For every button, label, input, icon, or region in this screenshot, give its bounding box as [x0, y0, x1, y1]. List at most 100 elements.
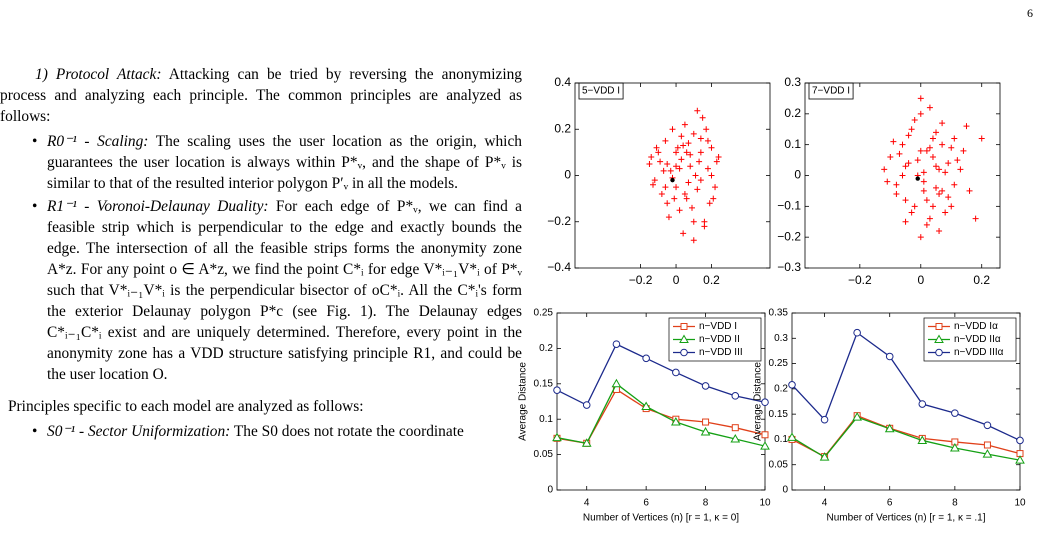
point [893, 191, 900, 197]
x-tick-label: 6 [643, 498, 649, 509]
paragraph: R0⁻¹ - Scaling: The scaling uses the use… [0, 131, 522, 194]
x-tick-label: 8 [952, 498, 958, 509]
point [914, 157, 921, 164]
point [926, 215, 933, 222]
x-tick-label: 10 [1014, 498, 1026, 509]
point [978, 135, 985, 142]
marker [852, 412, 863, 421]
point [960, 147, 967, 154]
marker [582, 401, 591, 409]
point [704, 165, 711, 172]
legend-label: n−VDD III [699, 347, 743, 358]
x-tick-label: 0.2 [973, 273, 990, 287]
point [681, 191, 688, 197]
point [905, 160, 912, 167]
marker [918, 400, 927, 408]
y-tick-label: 0.25 [769, 358, 789, 369]
point [680, 142, 687, 149]
y-tick-label: 0.2 [539, 343, 553, 354]
point [933, 184, 940, 191]
y-tick-label: 0.05 [534, 449, 554, 460]
point [890, 138, 897, 145]
y-tick-label: −0.1 [777, 199, 801, 213]
x-axis-label: Number of Vertices (n) [r = 1, κ = .1] [827, 513, 986, 524]
marker [581, 438, 592, 447]
point [651, 177, 658, 184]
point [673, 184, 680, 191]
y-tick-label: 0.2 [554, 121, 571, 135]
point [945, 160, 952, 167]
legend-label: n−VDD I [699, 321, 737, 332]
paragraph-body: For each edge of P*ᵥ, we can find a feas… [47, 198, 523, 383]
point [646, 160, 653, 167]
point [893, 181, 900, 188]
point [696, 158, 703, 165]
marker [982, 449, 993, 458]
point [662, 184, 669, 191]
x-tick-label: −0.2 [629, 273, 653, 287]
point [954, 157, 961, 164]
point [681, 121, 688, 128]
y-tick-label: 0.1 [774, 434, 788, 445]
point [678, 133, 685, 140]
series-line [791, 331, 1021, 442]
point [648, 154, 655, 160]
point [670, 177, 675, 183]
marker [853, 328, 861, 337]
point [703, 126, 710, 133]
point [948, 144, 955, 151]
point [690, 218, 697, 225]
point [939, 120, 946, 127]
point [923, 197, 930, 204]
point [706, 200, 713, 207]
y-tick-label: 0.05 [769, 459, 789, 470]
point [665, 214, 672, 221]
marker [1015, 455, 1025, 464]
paragraph: 1) Protocol Attack: Attacking can be tri… [0, 64, 522, 127]
paragraph-body: The scaling uses the user location as th… [47, 133, 522, 192]
point [650, 181, 656, 188]
point [669, 126, 676, 133]
marker [552, 432, 562, 442]
marker [641, 401, 652, 410]
point [678, 156, 685, 163]
point [933, 129, 940, 136]
paragraph-body: Principles specific to each model are an… [8, 398, 364, 415]
point [896, 150, 903, 157]
point [957, 166, 964, 173]
x-tick-label: 0 [673, 273, 680, 287]
point [936, 191, 943, 197]
point [671, 195, 678, 202]
point [902, 197, 909, 204]
point [692, 172, 699, 179]
point [936, 228, 943, 234]
point [710, 195, 717, 202]
point [664, 200, 671, 207]
marker [884, 423, 895, 433]
marker [680, 323, 688, 330]
point [653, 144, 660, 151]
point [908, 209, 915, 216]
point [708, 172, 715, 179]
marker [701, 382, 710, 390]
marker [935, 348, 943, 357]
marker [819, 452, 830, 461]
point [674, 144, 681, 151]
point [676, 165, 683, 172]
point [664, 160, 671, 167]
y-tick-label: 0.2 [774, 383, 788, 394]
marker [670, 417, 681, 426]
point [945, 194, 952, 201]
point [655, 149, 662, 156]
x-axis-label: Number of Vertices (n) [r = 1, κ = 0] [583, 513, 739, 524]
marker [731, 392, 740, 400]
point [926, 104, 933, 111]
point [917, 95, 924, 102]
point [697, 177, 704, 184]
x-tick-label: 8 [703, 498, 709, 509]
point [881, 166, 888, 173]
point [929, 154, 936, 160]
point [899, 141, 906, 148]
marker [642, 354, 650, 363]
